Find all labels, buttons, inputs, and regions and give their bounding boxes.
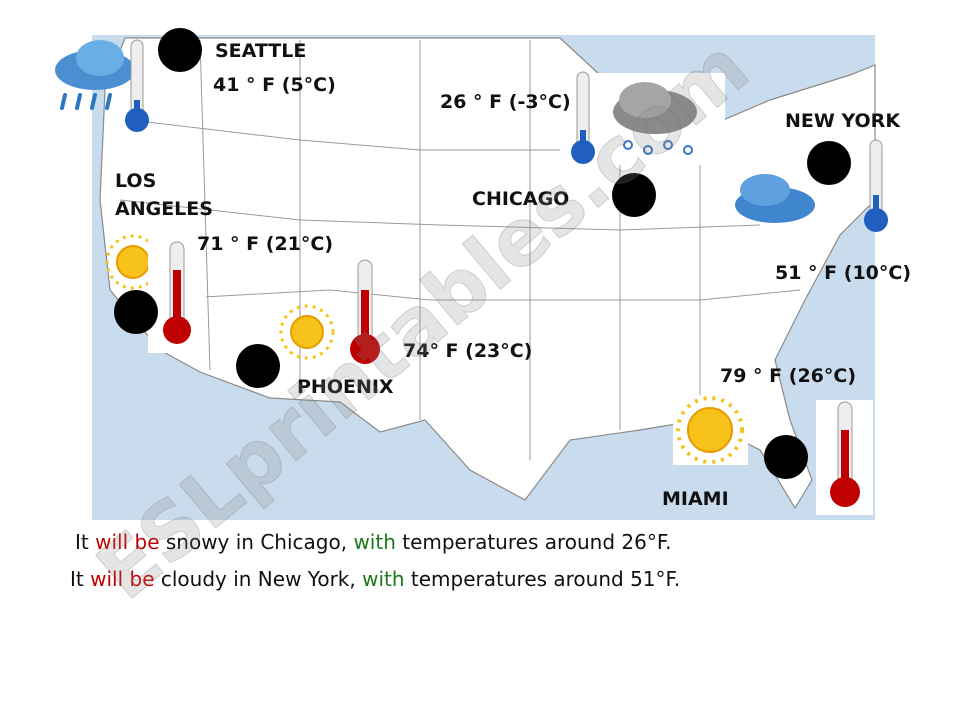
temperature: 74° F (23°C) (403, 340, 532, 362)
word: ANGELES (115, 198, 213, 220)
word: It (75, 530, 95, 554)
sun (105, 234, 161, 290)
keyword: will be (95, 530, 159, 554)
word: temperatures around 26°F. (396, 530, 672, 554)
temperature: 41 ° F (5°C) (213, 74, 336, 96)
thermometer-hot (350, 259, 380, 364)
city-name: LOS ANGELES (115, 170, 213, 220)
city-name: SEATTLE (215, 40, 306, 62)
thermometer-cold (571, 71, 595, 164)
thermometer-cold (125, 39, 149, 132)
weather-icons (55, 40, 815, 465)
keyword: with (362, 567, 404, 591)
city-name: MIAMI (662, 488, 729, 510)
rain-cloud (55, 40, 135, 110)
city-name: CHICAGO (472, 188, 569, 210)
thermometer-hot (148, 238, 206, 353)
sentence: It will be cloudy in New York, with temp… (70, 567, 680, 591)
temperature: 79 ° F (26°C) (720, 365, 856, 387)
word: snowy in Chicago, (160, 530, 354, 554)
cloud (735, 174, 815, 223)
thermometers (125, 39, 888, 515)
sun (673, 395, 748, 465)
thermometer-cold (864, 139, 888, 232)
word: It (70, 567, 90, 591)
word: temperatures around 51°F. (405, 567, 681, 591)
sentence: It will be snowy in Chicago, with temper… (75, 530, 672, 554)
word: LOS (115, 170, 156, 192)
snow-cloud (592, 73, 725, 165)
thermometer-hot (816, 400, 873, 515)
temperature: 51 ° F (10°C) (775, 262, 911, 284)
temperature: 26 ° F (-3°C) (440, 91, 571, 113)
keyword: will be (90, 567, 154, 591)
keyword: with (353, 530, 395, 554)
city-name: PHOENIX (297, 376, 394, 398)
word: cloudy in New York, (155, 567, 363, 591)
temperature: 71 ° F (21°C) (197, 233, 333, 255)
city-name: NEW YORK (785, 110, 901, 132)
sun (279, 304, 335, 360)
city-markers (114, 28, 851, 479)
